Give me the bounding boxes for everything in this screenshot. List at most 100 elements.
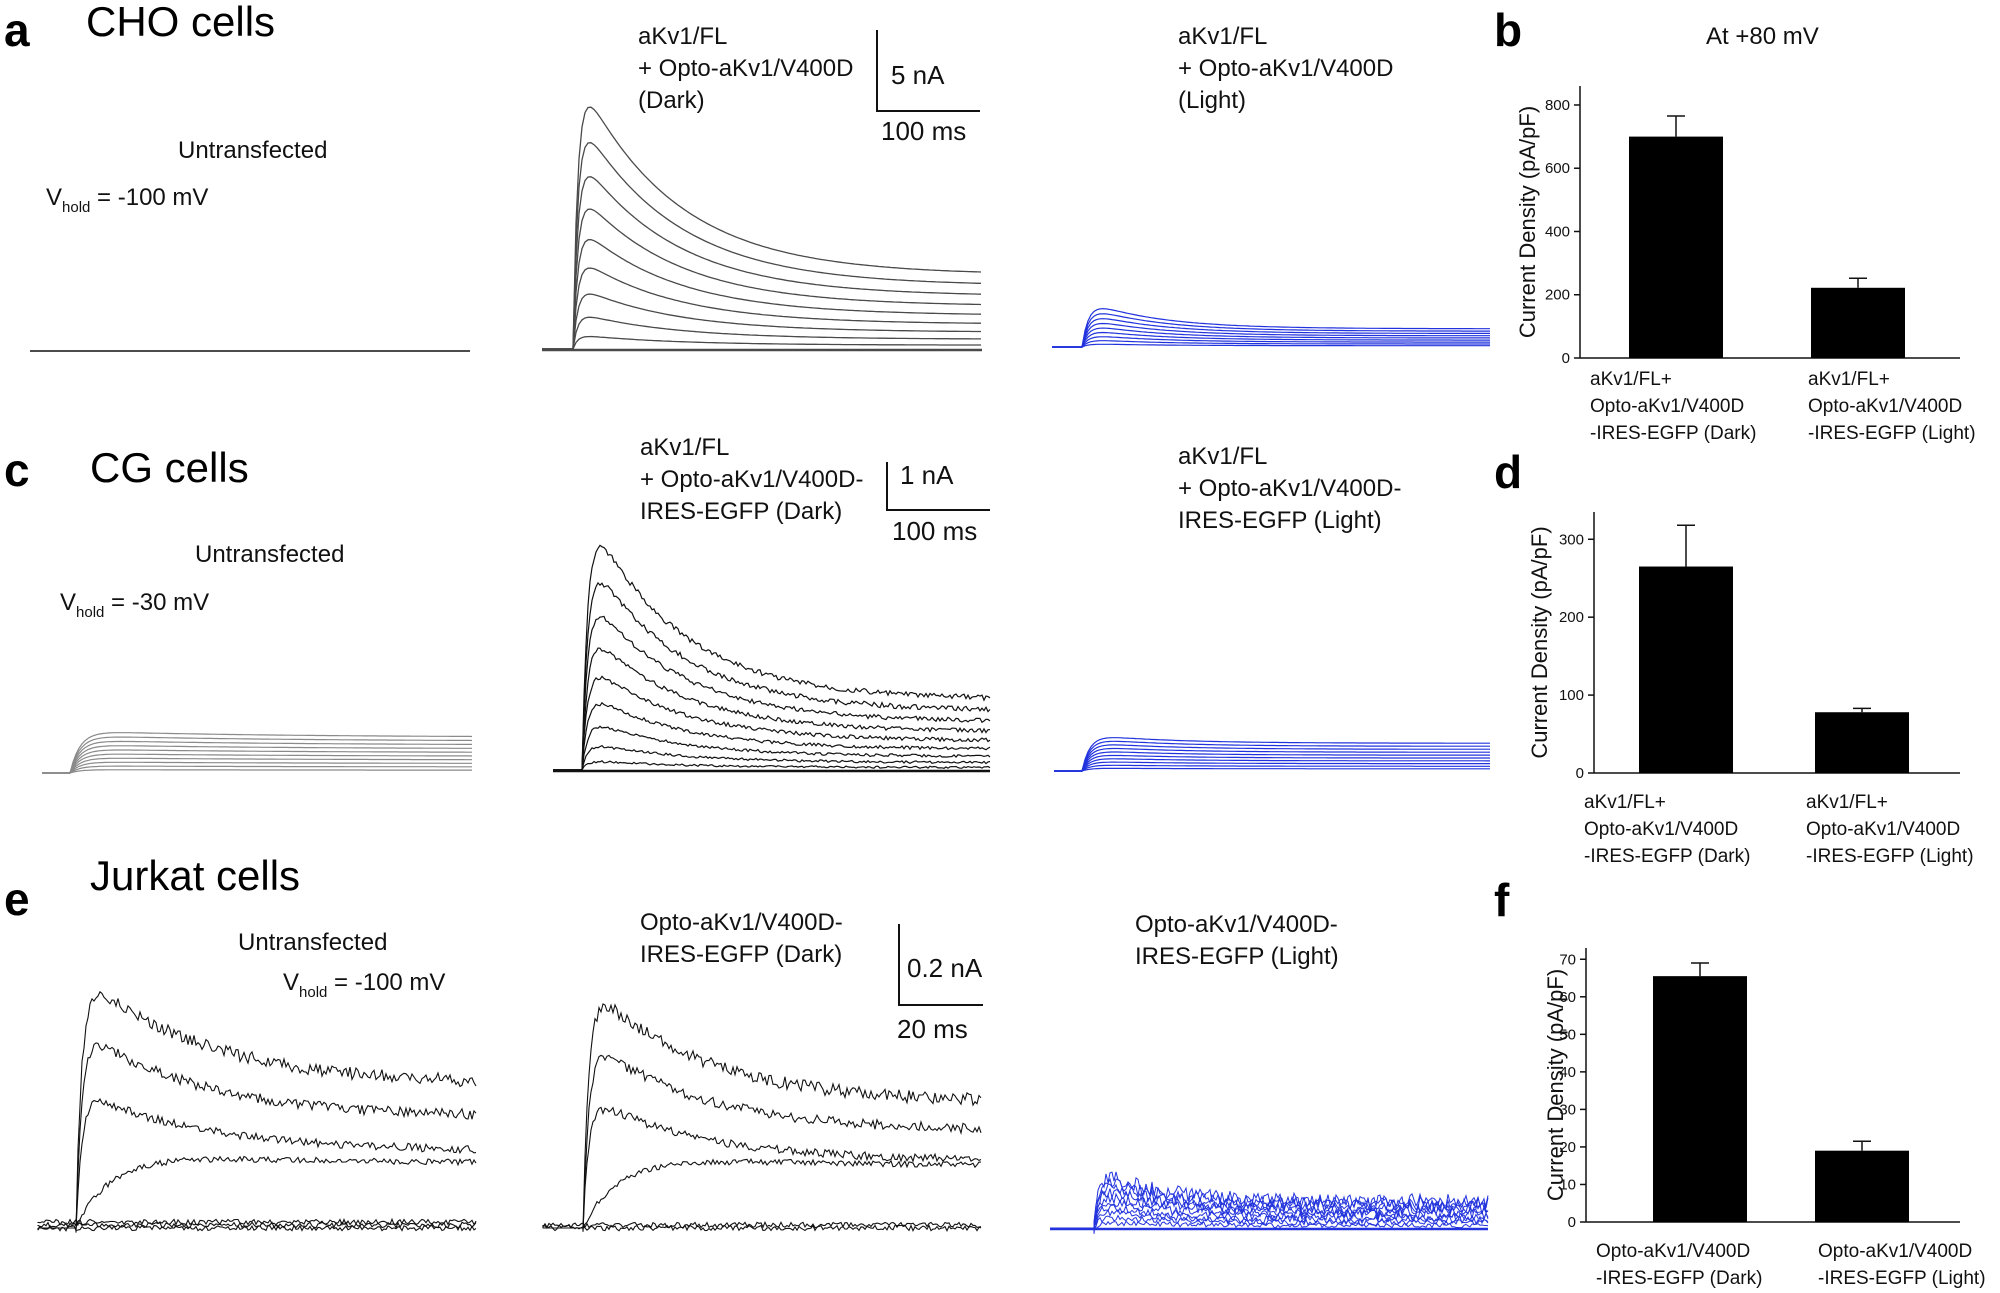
scale-bar-jurkat: 0.2 nA 20 ms <box>897 924 983 1044</box>
traces-cho-dark <box>542 106 982 352</box>
svg-text:IRES-EGFP (Dark): IRES-EGFP (Dark) <box>640 941 842 968</box>
cell-type-title-jurkat: Jurkat cells <box>90 852 300 899</box>
bar-chart-b: At +80 mV b 0 200 400 600 800 Current Density (… <box>1494 4 1976 444</box>
y-tick-label: 0 <box>1562 350 1570 367</box>
category-label: -IRES-EGFP (Dark) <box>1590 423 1756 444</box>
current-trace <box>1052 331 1490 348</box>
category-label: aKv1/FL+ <box>1584 792 1666 813</box>
scale-bar-cg: 1 nA 100 ms <box>886 460 990 546</box>
svg-text:(Dark): (Dark) <box>638 87 705 114</box>
category-label: -IRES-EGFP (Dark) <box>1596 1268 1762 1289</box>
current-trace <box>542 176 982 350</box>
current-trace <box>553 725 991 772</box>
traces-jurkat-light <box>1050 1171 1489 1234</box>
y-tick-label: 60 <box>1559 989 1576 1006</box>
traces-cg-light <box>1054 737 1490 772</box>
untransfected-label-cho: Untransfected <box>178 137 327 164</box>
current-trace <box>1054 754 1490 772</box>
current-trace <box>1054 747 1490 772</box>
svg-text:(Light): (Light) <box>1178 87 1246 114</box>
panel-label: b <box>1494 4 1522 56</box>
current-trace <box>553 615 991 772</box>
current-trace <box>542 316 981 350</box>
panel-label: d <box>1494 446 1522 498</box>
current-trace <box>42 740 472 774</box>
y-tick-label: 30 <box>1559 1101 1576 1118</box>
traces-jurkat-dark <box>542 1003 982 1233</box>
panel-label-e: e <box>4 873 30 925</box>
current-trace <box>1054 737 1490 772</box>
current-trace <box>553 647 990 771</box>
current-trace <box>542 142 981 350</box>
current-trace <box>37 1223 477 1232</box>
traces-cho-light <box>1052 308 1490 348</box>
current-trace <box>542 208 982 350</box>
current-trace <box>542 1224 982 1233</box>
svg-text:1 nA: 1 nA <box>900 460 954 490</box>
current-trace <box>1054 764 1490 772</box>
panel-label: f <box>1494 874 1510 926</box>
y-tick-label: 800 <box>1545 97 1570 114</box>
category-label: aKv1/FL+ <box>1590 369 1672 390</box>
current-trace <box>1052 336 1490 348</box>
current-trace <box>553 760 991 771</box>
current-trace <box>42 757 472 774</box>
current-trace <box>542 1220 982 1229</box>
current-trace <box>37 1217 477 1227</box>
current-trace <box>553 581 991 771</box>
y-tick-label: 600 <box>1545 160 1570 177</box>
y-tick-label: 300 <box>1559 531 1584 548</box>
current-trace <box>1052 327 1490 348</box>
y-axis-label: Current Density (pA/pF) <box>1527 526 1552 758</box>
current-trace <box>1050 1171 1489 1229</box>
current-trace <box>1052 308 1490 348</box>
current-trace <box>542 293 981 350</box>
panel-label-c: c <box>4 444 30 496</box>
y-axis-label: Current Density (pA/pF) <box>1543 969 1568 1201</box>
current-trace <box>1054 751 1490 772</box>
current-trace <box>42 761 472 774</box>
vhold-label-cg: Vhold = -30 mV <box>60 589 209 621</box>
svg-text:+ Opto-aKv1/V400D-: + Opto-aKv1/V400D- <box>640 466 863 493</box>
bar <box>1811 287 1905 358</box>
svg-text:aKv1/FL: aKv1/FL <box>638 23 727 50</box>
current-trace <box>542 106 982 350</box>
y-tick-label: 20 <box>1559 1139 1576 1156</box>
svg-text:IRES-EGFP (Light): IRES-EGFP (Light) <box>1135 943 1339 970</box>
current-trace <box>1050 1199 1489 1229</box>
current-trace <box>42 745 472 774</box>
traces-cg-untransfected <box>42 732 473 774</box>
bar <box>1815 1150 1909 1222</box>
y-axis-label: Current Density (pA/pF) <box>1515 106 1540 338</box>
cell-type-title-cho: CHO cells <box>86 0 275 45</box>
svg-text:Opto-aKv1/V400D-: Opto-aKv1/V400D- <box>1135 911 1338 938</box>
svg-text:IRES-EGFP (Dark): IRES-EGFP (Dark) <box>640 498 842 525</box>
current-trace <box>542 238 982 350</box>
current-trace <box>42 749 472 774</box>
current-trace <box>38 1042 477 1229</box>
category-label: -IRES-EGFP (Dark) <box>1584 846 1750 867</box>
svg-text:IRES-EGFP (Light): IRES-EGFP (Light) <box>1178 507 1382 534</box>
y-tick-label: 0 <box>1576 765 1584 782</box>
svg-text:aKv1/FL: aKv1/FL <box>1178 23 1267 50</box>
bar <box>1653 976 1747 1222</box>
dark-label-jurkat: Opto-aKv1/V400D- IRES-EGFP (Dark) <box>640 909 843 968</box>
svg-text:+ Opto-aKv1/V400D: + Opto-aKv1/V400D <box>1178 55 1393 82</box>
current-trace <box>543 1054 982 1232</box>
current-trace <box>1052 318 1490 348</box>
current-trace <box>42 753 473 774</box>
cell-type-title-cg: CG cells <box>90 444 249 491</box>
category-label: Opto-aKv1/V400D <box>1806 819 1960 840</box>
svg-text:100 ms: 100 ms <box>881 116 966 146</box>
current-trace <box>1050 1208 1489 1229</box>
current-trace <box>1050 1214 1489 1231</box>
category-label: Opto-aKv1/V400D <box>1818 1241 1972 1262</box>
scale-bar-cho: 5 nA 100 ms <box>876 30 980 146</box>
svg-text:aKv1/FL: aKv1/FL <box>640 434 729 461</box>
current-trace <box>1052 340 1490 348</box>
category-label: Opto-aKv1/V400D <box>1584 819 1738 840</box>
svg-text:+ Opto-aKv1/V400D: + Opto-aKv1/V400D <box>638 55 853 82</box>
y-tick-label: 400 <box>1545 223 1570 240</box>
dark-label-cg: aKv1/FL + Opto-aKv1/V400D- IRES-EGFP (Da… <box>640 434 863 525</box>
